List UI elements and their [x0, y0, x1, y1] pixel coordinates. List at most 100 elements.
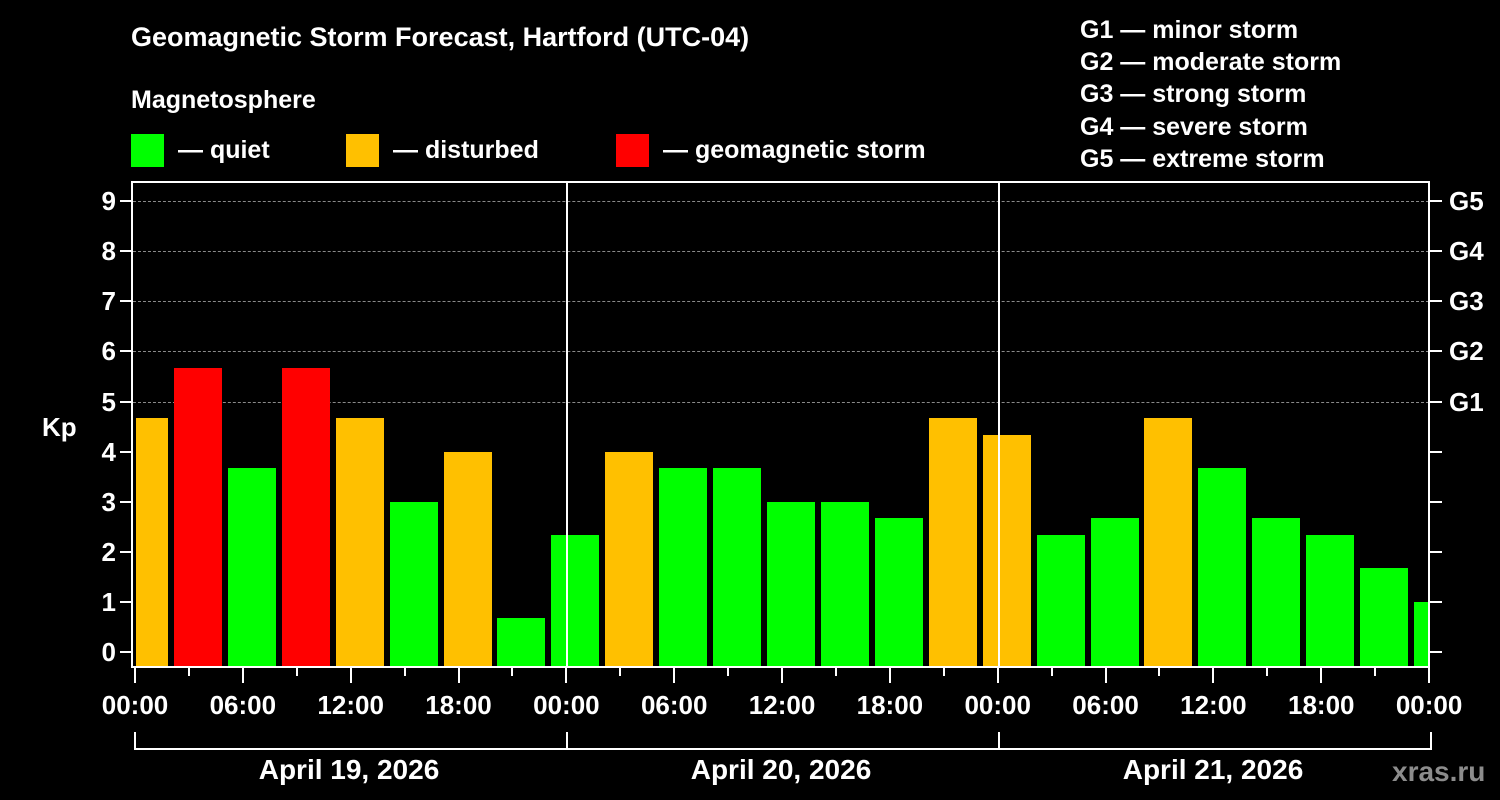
x-tick-label: 00:00 — [1395, 690, 1463, 720]
x-tick-label: 12:00 — [1180, 690, 1247, 720]
kp-bar — [928, 418, 977, 668]
x-tick-label: 12:00 — [748, 690, 816, 720]
kp-bar — [713, 468, 762, 668]
x-tick — [457, 668, 460, 683]
x-tick — [781, 668, 784, 683]
date-label-1: April 19, 2026 — [258, 754, 440, 785]
y-tick-label: 5 — [101, 386, 116, 417]
legend-quiet: — quiet — [131, 134, 270, 167]
quiet-swatch-icon — [131, 134, 164, 167]
x-tick-label: 00:00 — [101, 690, 169, 720]
y-tick-label: 3 — [101, 486, 116, 517]
right-tick — [1430, 250, 1442, 253]
x-tick — [241, 668, 244, 683]
kp-bar — [1252, 518, 1301, 668]
gridline — [133, 301, 1429, 303]
date-brace — [566, 732, 999, 750]
kp-bar — [1306, 535, 1355, 668]
storm-scale-g2: G2 — moderate storm — [1080, 48, 1342, 77]
y-tick — [120, 550, 132, 553]
kp-bar — [1360, 568, 1409, 668]
g-scale-label: G4 — [1449, 236, 1484, 267]
x-tick — [1320, 668, 1323, 683]
x-tick-label: 18:00 — [425, 690, 492, 720]
credit-text[interactable]: xras.ru — [1392, 756, 1486, 787]
kp-bar — [1414, 601, 1428, 668]
gridline — [133, 251, 1429, 253]
y-tick — [120, 250, 132, 253]
kp-bar — [1144, 418, 1193, 668]
x-tick — [403, 668, 406, 676]
x-tick — [1428, 668, 1431, 683]
right-tick — [1430, 550, 1442, 553]
date-label-3: April 21, 2026 — [1122, 754, 1304, 785]
storm-scale-list: G1 — minor storm G2 — moderate storm G3 … — [1080, 14, 1341, 175]
storm-swatch-icon — [616, 134, 649, 167]
g-scale-label: G1 — [1449, 386, 1484, 417]
y-tick — [120, 350, 132, 353]
x-tick — [187, 668, 190, 676]
kp-bar — [335, 418, 384, 668]
y-tick-label: 8 — [101, 236, 116, 267]
kp-bar — [173, 367, 222, 668]
y-tick — [120, 400, 132, 403]
right-tick — [1430, 400, 1442, 403]
y-tick-label: 0 — [101, 637, 116, 667]
x-tick-label: 12:00 — [317, 690, 384, 720]
x-tick-label: 06:00 — [209, 690, 277, 720]
kp-bar — [497, 618, 546, 668]
y-tick — [120, 450, 132, 453]
kp-bar — [1198, 468, 1247, 668]
legend-disturbed: — disturbed — [346, 134, 539, 167]
x-tick — [996, 668, 999, 683]
y-tick-label: 7 — [101, 286, 116, 317]
y-tick — [120, 300, 132, 303]
x-tick — [619, 668, 622, 676]
gridline — [133, 401, 1429, 403]
kp-bar — [551, 535, 600, 668]
x-tick — [888, 668, 891, 683]
right-tick — [1430, 450, 1442, 453]
kp-bar — [767, 501, 816, 668]
legend-storm: — geomagnetic storm — [616, 134, 926, 167]
y-axis-label: Kp — [42, 412, 77, 442]
day-separator — [998, 182, 1000, 668]
gridline — [133, 351, 1429, 353]
x-tick — [834, 668, 837, 676]
x-tick-label: 06:00 — [640, 690, 708, 720]
plot-area — [131, 181, 1430, 668]
legend-disturbed-label: — disturbed — [393, 136, 539, 164]
date-brace — [998, 732, 1432, 750]
y-tick-label: 2 — [101, 536, 116, 567]
right-tick — [1430, 200, 1442, 203]
legend-subtitle: Magnetosphere — [131, 86, 316, 114]
right-tick — [1430, 300, 1442, 303]
kp-bar — [227, 468, 276, 668]
date-brace — [134, 732, 567, 750]
kp-bar — [982, 435, 1031, 668]
kp-bar — [136, 418, 168, 668]
y-tick-label: 9 — [101, 186, 116, 217]
legend-quiet-label: — quiet — [178, 136, 270, 164]
storm-scale-g3: G3 — strong storm — [1080, 80, 1307, 109]
x-tick — [295, 668, 298, 676]
x-tick — [511, 668, 514, 676]
x-tick-label: 18:00 — [1287, 690, 1355, 720]
disturbed-swatch-icon — [346, 134, 379, 167]
kp-bar — [443, 451, 492, 668]
x-tick — [1212, 668, 1215, 683]
right-tick — [1430, 651, 1442, 653]
kp-bar — [874, 518, 923, 668]
kp-bar — [605, 451, 654, 668]
right-tick — [1430, 350, 1442, 353]
y-tick — [120, 600, 132, 603]
x-tick — [134, 668, 136, 683]
x-tick — [1158, 668, 1161, 676]
x-tick — [1050, 668, 1053, 676]
kp-bar — [281, 367, 330, 668]
storm-scale-g1: G1 — minor storm — [1080, 16, 1299, 44]
day-separator — [566, 182, 568, 668]
storm-scale-g5: G5 — extreme storm — [1080, 144, 1325, 173]
legend-storm-label: — geomagnetic storm — [663, 136, 926, 164]
g-scale-label: G3 — [1449, 286, 1484, 317]
